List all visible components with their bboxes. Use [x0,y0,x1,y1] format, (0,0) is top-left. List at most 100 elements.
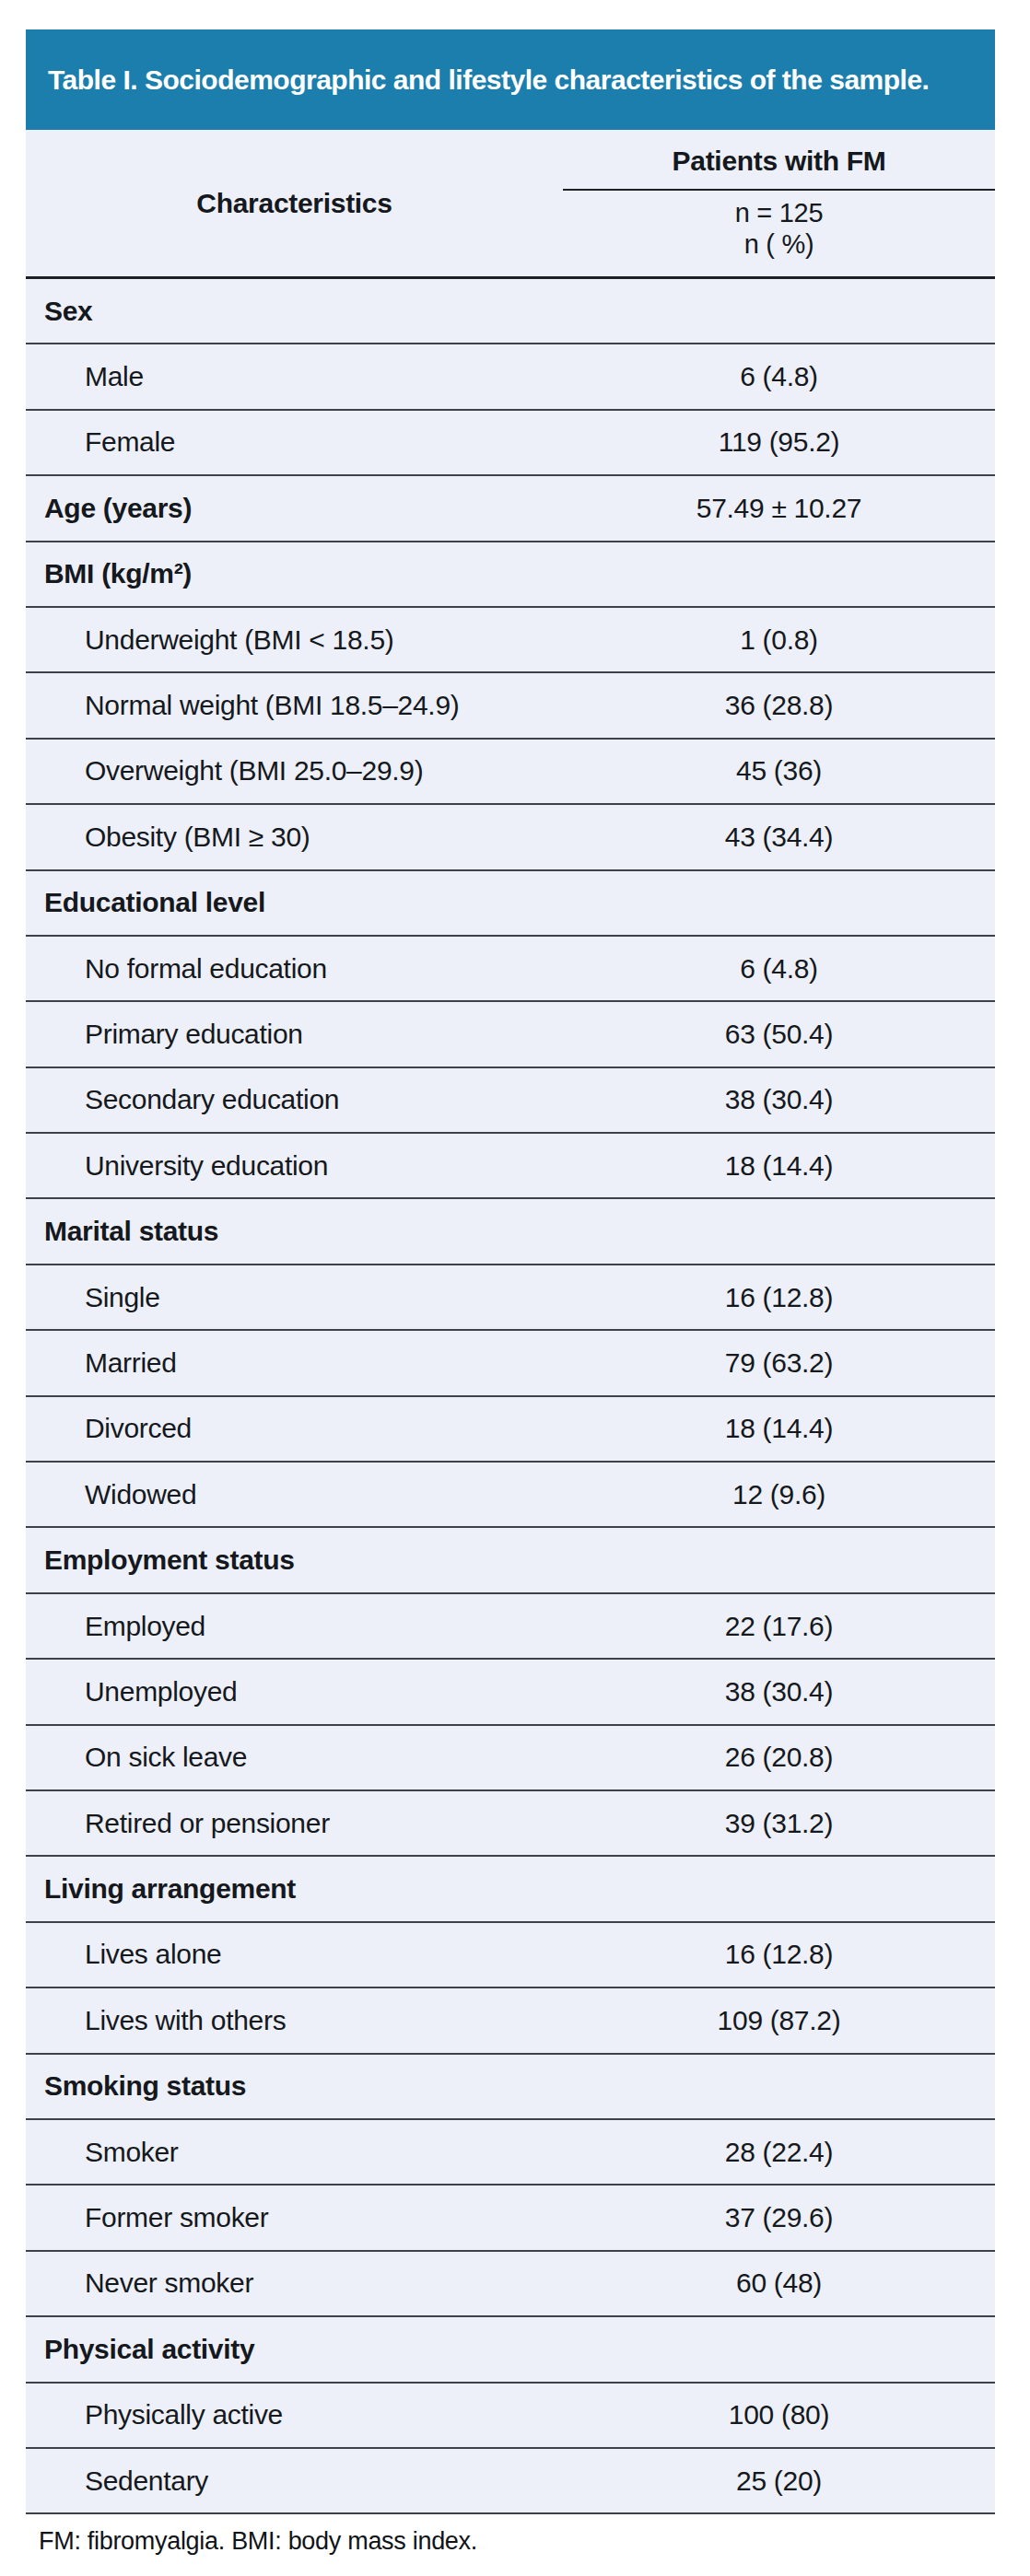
row-label: Sex [26,296,563,327]
row-label: Employed [26,1611,563,1642]
table-row: Physical activity [26,2317,995,2383]
row-value: 43 (34.4) [563,822,995,853]
table-row: Female 119 (95.2) [26,411,995,476]
row-value: 16 (12.8) [563,1939,995,1970]
row-label: Overweight (BMI 25.0–29.9) [26,755,563,787]
row-label: Physically active [26,2399,563,2430]
table-row: Obesity (BMI ≥ 30) 43 (34.4) [26,805,995,870]
table-row: On sick leave 26 (20.8) [26,1726,995,1791]
row-value: 25 (20) [563,2465,995,2497]
row-label: Lives alone [26,1939,563,1970]
table-row: Age (years) 57.49 ± 10.27 [26,476,995,542]
row-label: Obesity (BMI ≥ 30) [26,822,563,853]
row-value: 6 (4.8) [563,361,995,392]
table-row: Lives alone 16 (12.8) [26,1923,995,1988]
row-value: 39 (31.2) [563,1808,995,1839]
row-value: 63 (50.4) [563,1019,995,1050]
table-row: University education 18 (14.4) [26,1134,995,1199]
row-label: Marital status [26,1216,563,1247]
group-header-label: Patients with FM [563,130,995,191]
table-row: Lives with others 109 (87.2) [26,1988,995,2054]
table-row: No formal education 6 (4.8) [26,937,995,1002]
row-label: Married [26,1347,563,1379]
table-row: Former smoker 37 (29.6) [26,2186,995,2251]
row-label: Secondary education [26,1084,563,1115]
patients-column-header: Patients with FM n = 125 n ( %) [563,130,995,276]
table-row: Employed 22 (17.6) [26,1594,995,1660]
row-label: Female [26,426,563,458]
table-row: BMI (kg/m²) [26,542,995,608]
row-label: Underweight (BMI < 18.5) [26,624,563,656]
table-row: Secondary education 38 (30.4) [26,1068,995,1134]
table-title: Table I. Sociodemographic and lifestyle … [48,60,942,100]
row-value: 79 (63.2) [563,1347,995,1379]
row-label: Lives with others [26,2005,563,2036]
table-row: Underweight (BMI < 18.5) 1 (0.8) [26,608,995,673]
row-label: Employment status [26,1544,563,1576]
table-row: Normal weight (BMI 18.5–24.9) 36 (28.8) [26,673,995,739]
table-row: Physically active 100 (80) [26,2384,995,2449]
table-row: Living arrangement [26,1857,995,1922]
table-row: Educational level [26,871,995,937]
row-label: Sedentary [26,2465,563,2497]
table-row: Male 6 (4.8) [26,344,995,410]
table-row: Retired or pensioner 39 (31.2) [26,1791,995,1857]
table-row: Smoker 28 (22.4) [26,2120,995,2186]
row-label: Smoker [26,2137,563,2168]
row-value: 18 (14.4) [563,1413,995,1444]
row-label: No formal education [26,953,563,985]
row-label: Smoking status [26,2070,563,2102]
row-value: 36 (28.8) [563,690,995,721]
row-value: 28 (22.4) [563,2137,995,2168]
table-row: Primary education 63 (50.4) [26,1002,995,1067]
table-row: Marital status [26,1199,995,1265]
row-value: 22 (17.6) [563,1611,995,1642]
row-value: 26 (20.8) [563,1742,995,1773]
characteristics-column-header: Characteristics [26,130,563,276]
row-label: Age (years) [26,493,563,524]
row-label: Normal weight (BMI 18.5–24.9) [26,690,563,721]
row-value: 16 (12.8) [563,1282,995,1313]
row-label: Living arrangement [26,1873,563,1905]
table-row: Employment status [26,1528,995,1593]
table-footnote: FM: fibromyalgia. BMI: body mass index. [26,2527,995,2556]
row-label: Never smoker [26,2267,563,2299]
row-value: 45 (36) [563,755,995,787]
unit-label: n ( %) [563,228,995,260]
row-label: BMI (kg/m²) [26,558,563,589]
row-value: 12 (9.6) [563,1479,995,1510]
table-row: Sedentary 25 (20) [26,2449,995,2514]
row-value: 37 (29.6) [563,2202,995,2233]
table-row: Overweight (BMI 25.0–29.9) 45 (36) [26,740,995,805]
row-value: 100 (80) [563,2399,995,2430]
table-body: Sex Male 6 (4.8) Female 119 (95.2) Age (… [26,279,995,2514]
row-value: 57.49 ± 10.27 [563,493,995,524]
sociodemographic-table: Table I. Sociodemographic and lifestyle … [26,29,995,2556]
row-label: Male [26,361,563,392]
table-row: Sex [26,279,995,344]
row-value: 38 (30.4) [563,1084,995,1115]
row-label: Single [26,1282,563,1313]
table-row: Unemployed 38 (30.4) [26,1660,995,1725]
table-row: Widowed 12 (9.6) [26,1463,995,1528]
row-label: Divorced [26,1413,563,1444]
table-row: Divorced 18 (14.4) [26,1397,995,1463]
table-row: Never smoker 60 (48) [26,2252,995,2317]
table-row: Smoking status [26,2055,995,2120]
row-label: Former smoker [26,2202,563,2233]
row-value: 109 (87.2) [563,2005,995,2036]
row-value: 60 (48) [563,2267,995,2299]
row-value: 6 (4.8) [563,953,995,985]
row-label: Educational level [26,887,563,918]
row-value: 38 (30.4) [563,1676,995,1708]
row-label: Retired or pensioner [26,1808,563,1839]
row-label: On sick leave [26,1742,563,1773]
row-label: Unemployed [26,1676,563,1708]
sample-size-label: n = 125 [563,197,995,228]
row-value: 1 (0.8) [563,624,995,656]
row-label: Widowed [26,1479,563,1510]
row-value: 18 (14.4) [563,1150,995,1182]
row-label: Primary education [26,1019,563,1050]
row-value: 119 (95.2) [563,426,995,458]
row-label: University education [26,1150,563,1182]
